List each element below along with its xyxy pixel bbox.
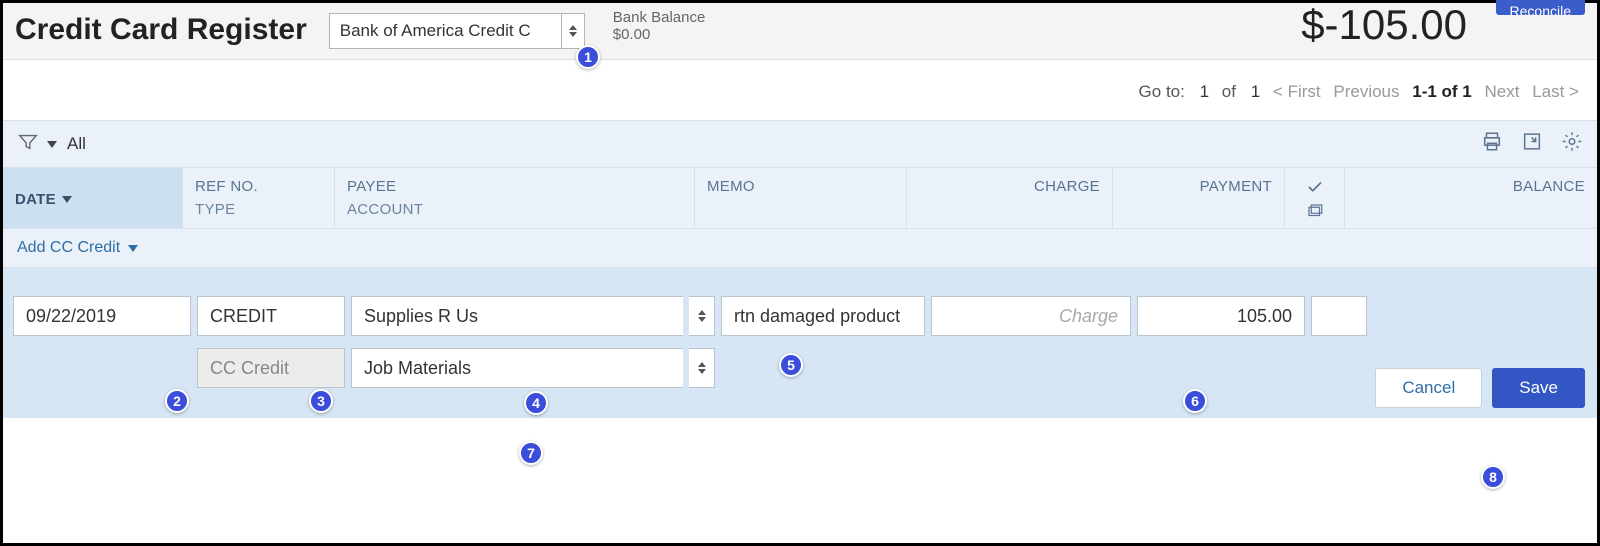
bank-balance: Bank Balance $0.00 — [613, 7, 706, 43]
reconciled-input[interactable] — [1311, 296, 1367, 336]
filter-dropdown-icon[interactable] — [47, 141, 57, 148]
reconcile-button[interactable]: Reconcile — [1496, 0, 1585, 15]
col-reconciled[interactable] — [1285, 168, 1345, 228]
filter-bar: All — [3, 120, 1597, 168]
filter-scope: All — [67, 134, 86, 154]
account-spinner[interactable] — [689, 348, 715, 388]
add-cc-credit[interactable]: Add CC Credit — [3, 228, 1597, 268]
col-charge[interactable]: CHARGE — [907, 168, 1113, 228]
pagination: Go to: 1 of 1 < First Previous 1-1 of 1 … — [3, 60, 1597, 120]
callout-7: 7 — [519, 441, 543, 465]
bank-balance-value: $0.00 — [613, 26, 706, 43]
page-of: of — [1222, 82, 1236, 101]
col-date[interactable]: DATE — [3, 168, 183, 228]
memo-input[interactable]: rtn damaged product — [721, 296, 925, 336]
col-balance[interactable]: BALANCE — [1345, 168, 1597, 228]
payment-input[interactable]: 105.00 — [1137, 296, 1305, 336]
first-link[interactable]: < First — [1273, 82, 1321, 101]
page-range: 1-1 of 1 — [1412, 82, 1472, 101]
col-payment[interactable]: PAYMENT — [1113, 168, 1285, 228]
register-balance: $-105.00 — [1301, 1, 1467, 49]
callout-5: 5 — [779, 353, 803, 377]
col-memo[interactable]: MEMO — [695, 168, 907, 228]
ref-input[interactable]: CREDIT — [197, 296, 345, 336]
check-icon — [1306, 178, 1324, 196]
payee-spinner[interactable] — [689, 296, 715, 336]
add-cc-credit-label: Add CC Credit — [17, 239, 120, 257]
col-payee[interactable]: PAYEE ACCOUNT — [335, 168, 695, 228]
callout-4: 4 — [524, 391, 548, 415]
filter-icon[interactable] — [17, 131, 39, 158]
bank-balance-label: Bank Balance — [613, 9, 706, 26]
footer-buttons: Cancel Save — [1375, 368, 1585, 408]
account-input[interactable]: Job Materials — [351, 348, 683, 388]
type-input: CC Credit — [197, 348, 345, 388]
charge-input[interactable]: Charge — [931, 296, 1131, 336]
previous-link[interactable]: Previous — [1333, 82, 1399, 101]
callout-6: 6 — [1183, 389, 1207, 413]
cancel-button[interactable]: Cancel — [1375, 368, 1482, 408]
callout-8: 8 — [1481, 465, 1505, 489]
header-bar: Credit Card Register Bank of America Cre… — [3, 3, 1597, 60]
page-title: Credit Card Register — [15, 7, 307, 47]
col-ref[interactable]: REF NO. TYPE — [183, 168, 335, 228]
save-button[interactable]: Save — [1492, 368, 1585, 408]
entry-panel: 09/22/2019 CREDIT Supplies R Us rtn dama… — [3, 268, 1597, 418]
export-icon[interactable] — [1521, 131, 1543, 158]
page-total: 1 — [1251, 82, 1260, 101]
account-select-value: Bank of America Credit C — [329, 13, 561, 49]
settings-gear-icon[interactable] — [1561, 131, 1583, 158]
payee-input[interactable]: Supplies R Us — [351, 296, 683, 336]
print-icon[interactable] — [1481, 131, 1503, 158]
date-input[interactable]: 09/22/2019 — [13, 296, 191, 336]
last-link[interactable]: Last > — [1532, 82, 1579, 101]
account-select-spinner[interactable] — [561, 13, 585, 49]
sort-desc-icon — [62, 196, 72, 203]
goto-label: Go to: — [1139, 82, 1185, 101]
callout-2: 2 — [165, 389, 189, 413]
chevron-down-icon — [128, 245, 138, 252]
table-header: DATE REF NO. TYPE PAYEE ACCOUNT MEMO CHA… — [3, 168, 1597, 228]
page-current: 1 — [1200, 82, 1209, 101]
attachment-icon — [1306, 202, 1324, 220]
callout-3: 3 — [309, 389, 333, 413]
callout-1: 1 — [576, 45, 600, 69]
next-link[interactable]: Next — [1485, 82, 1520, 101]
account-select[interactable]: Bank of America Credit C — [329, 13, 585, 49]
